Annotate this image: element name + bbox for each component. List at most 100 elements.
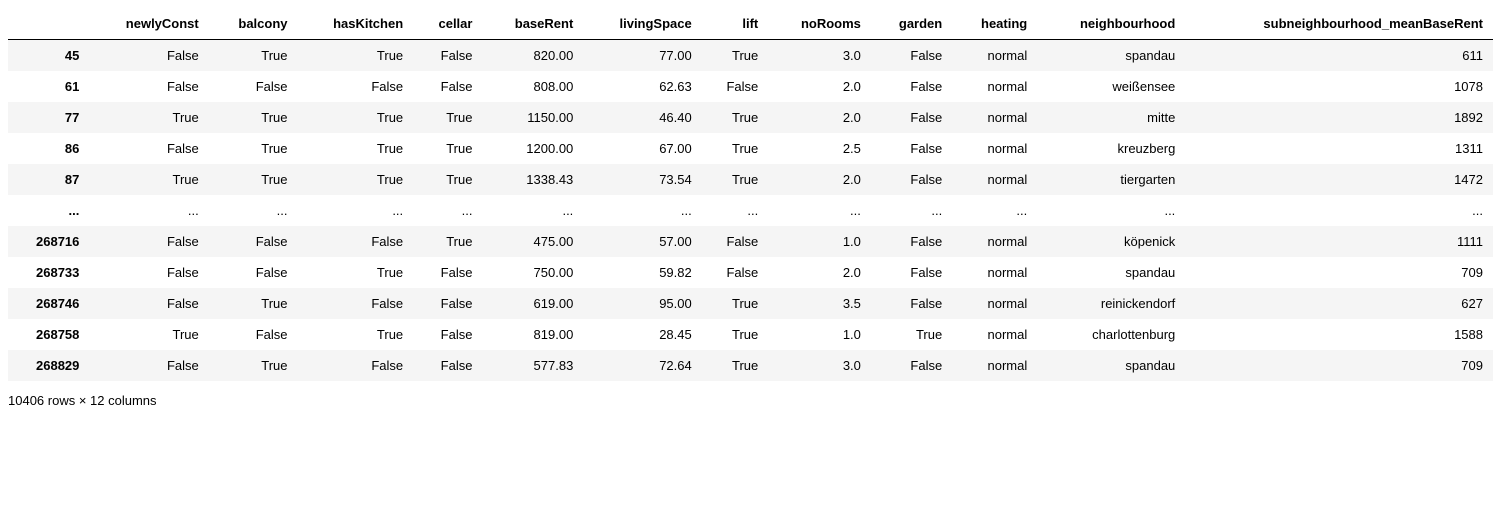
row-index: 268716 bbox=[8, 226, 89, 257]
column-header: noRooms bbox=[768, 8, 871, 40]
row-index: 268733 bbox=[8, 257, 89, 288]
cell: False bbox=[89, 226, 208, 257]
row-index: 45 bbox=[8, 40, 89, 72]
cell: ... bbox=[209, 195, 298, 226]
cell: True bbox=[298, 102, 414, 133]
cell: spandau bbox=[1037, 257, 1185, 288]
cell: True bbox=[89, 319, 208, 350]
column-header: garden bbox=[871, 8, 952, 40]
cell: True bbox=[209, 102, 298, 133]
cell: False bbox=[413, 288, 482, 319]
cell: 709 bbox=[1185, 257, 1493, 288]
table-header: newlyConstbalconyhasKitchencellarbaseRen… bbox=[8, 8, 1493, 40]
cell: 627 bbox=[1185, 288, 1493, 319]
cell: 3.0 bbox=[768, 40, 871, 72]
cell: 2.0 bbox=[768, 102, 871, 133]
cell: mitte bbox=[1037, 102, 1185, 133]
cell: 709 bbox=[1185, 350, 1493, 381]
cell: tiergarten bbox=[1037, 164, 1185, 195]
cell: 62.63 bbox=[583, 71, 701, 102]
table-row: 268733FalseFalseTrueFalse750.0059.82Fals… bbox=[8, 257, 1493, 288]
row-index: ... bbox=[8, 195, 89, 226]
cell: 1150.00 bbox=[482, 102, 583, 133]
cell: 1.0 bbox=[768, 226, 871, 257]
cell: False bbox=[702, 71, 769, 102]
cell: weißensee bbox=[1037, 71, 1185, 102]
cell: 1338.43 bbox=[482, 164, 583, 195]
cell: normal bbox=[952, 133, 1037, 164]
cell: 2.0 bbox=[768, 164, 871, 195]
table-row: 268746FalseTrueFalseFalse619.0095.00True… bbox=[8, 288, 1493, 319]
column-header: baseRent bbox=[482, 8, 583, 40]
cell: reinickendorf bbox=[1037, 288, 1185, 319]
cell: ... bbox=[482, 195, 583, 226]
cell: spandau bbox=[1037, 40, 1185, 72]
cell: False bbox=[413, 257, 482, 288]
dataframe-table: newlyConstbalconyhasKitchencellarbaseRen… bbox=[8, 8, 1493, 381]
cell: normal bbox=[952, 319, 1037, 350]
cell: 1111 bbox=[1185, 226, 1493, 257]
cell: False bbox=[209, 226, 298, 257]
table-row: 87TrueTrueTrueTrue1338.4373.54True2.0Fal… bbox=[8, 164, 1493, 195]
cell: 28.45 bbox=[583, 319, 701, 350]
cell: False bbox=[89, 257, 208, 288]
shape-info: 10406 rows × 12 columns bbox=[8, 393, 1493, 408]
cell: False bbox=[871, 40, 952, 72]
cell: False bbox=[413, 40, 482, 72]
cell: normal bbox=[952, 226, 1037, 257]
cell: 1200.00 bbox=[482, 133, 583, 164]
cell: False bbox=[413, 319, 482, 350]
cell: ... bbox=[1185, 195, 1493, 226]
cell: 77.00 bbox=[583, 40, 701, 72]
cell: False bbox=[871, 133, 952, 164]
table-row: 61FalseFalseFalseFalse808.0062.63False2.… bbox=[8, 71, 1493, 102]
cell: True bbox=[413, 164, 482, 195]
cell: 2.5 bbox=[768, 133, 871, 164]
cell: True bbox=[298, 40, 414, 72]
cell: 2.0 bbox=[768, 257, 871, 288]
cell: False bbox=[89, 288, 208, 319]
column-header: neighbourhood bbox=[1037, 8, 1185, 40]
row-index: 268758 bbox=[8, 319, 89, 350]
cell: True bbox=[209, 133, 298, 164]
cell: 1588 bbox=[1185, 319, 1493, 350]
table-row: 86FalseTrueTrueTrue1200.0067.00True2.5Fa… bbox=[8, 133, 1493, 164]
cell: True bbox=[702, 102, 769, 133]
cell: False bbox=[871, 350, 952, 381]
column-header: subneighbourhood_meanBaseRent bbox=[1185, 8, 1493, 40]
table-body: 45FalseTrueTrueFalse820.0077.00True3.0Fa… bbox=[8, 40, 1493, 382]
cell: True bbox=[89, 102, 208, 133]
cell: 67.00 bbox=[583, 133, 701, 164]
cell: False bbox=[298, 226, 414, 257]
cell: 1892 bbox=[1185, 102, 1493, 133]
cell: True bbox=[298, 164, 414, 195]
row-index: 61 bbox=[8, 71, 89, 102]
cell: True bbox=[413, 133, 482, 164]
cell: 3.0 bbox=[768, 350, 871, 381]
row-index: 77 bbox=[8, 102, 89, 133]
cell: 46.40 bbox=[583, 102, 701, 133]
cell: ... bbox=[413, 195, 482, 226]
cell: kreuzberg bbox=[1037, 133, 1185, 164]
cell: ... bbox=[89, 195, 208, 226]
cell: ... bbox=[871, 195, 952, 226]
cell: ... bbox=[952, 195, 1037, 226]
cell: False bbox=[871, 164, 952, 195]
cell: ... bbox=[1037, 195, 1185, 226]
table-row: 77TrueTrueTrueTrue1150.0046.40True2.0Fal… bbox=[8, 102, 1493, 133]
cell: normal bbox=[952, 288, 1037, 319]
cell: 820.00 bbox=[482, 40, 583, 72]
cell: 72.64 bbox=[583, 350, 701, 381]
column-header: hasKitchen bbox=[298, 8, 414, 40]
column-header: cellar bbox=[413, 8, 482, 40]
header-row: newlyConstbalconyhasKitchencellarbaseRen… bbox=[8, 8, 1493, 40]
cell: False bbox=[298, 350, 414, 381]
cell: False bbox=[89, 71, 208, 102]
cell: True bbox=[702, 350, 769, 381]
cell: 819.00 bbox=[482, 319, 583, 350]
table-row: ....................................... bbox=[8, 195, 1493, 226]
table-row: 268716FalseFalseFalseTrue475.0057.00Fals… bbox=[8, 226, 1493, 257]
table-row: 45FalseTrueTrueFalse820.0077.00True3.0Fa… bbox=[8, 40, 1493, 72]
column-header: heating bbox=[952, 8, 1037, 40]
row-index: 87 bbox=[8, 164, 89, 195]
